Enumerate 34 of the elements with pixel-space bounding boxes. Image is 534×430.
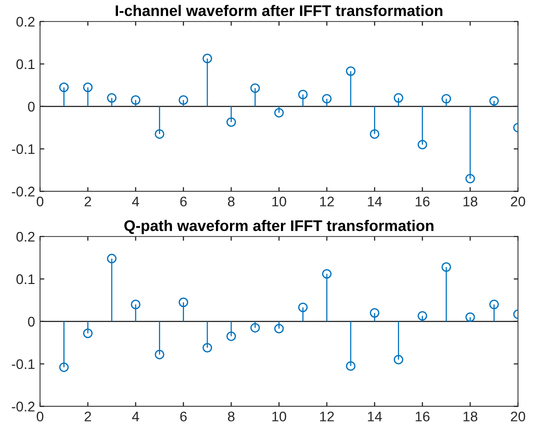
x-tick-label: 10 [272,412,286,422]
y-tick-label: 0 [28,316,35,327]
x-tick-label: 0 [36,412,44,422]
x-tick-label: 8 [228,412,234,422]
y-tick-label: -0.1 [12,359,35,370]
x-tick-label: 0 [36,196,44,206]
x-tick-label: 14 [368,412,382,422]
y-tick-label: -0.1 [12,144,35,154]
y-tick-label: 0 [28,102,35,112]
x-tick-label: 16 [416,412,430,422]
x-tick-label: 18 [464,196,478,206]
x-tick-label: 10 [272,196,286,206]
x-tick-label: 20 [510,412,526,422]
x-tick-label: 4 [132,412,140,422]
x-tick-label: 20 [510,196,526,206]
x-tick-label: 6 [180,412,187,422]
y-tick-label: -0.2 [12,186,34,197]
x-tick-label: 12 [320,196,334,206]
x-tick-label: 18 [464,412,478,422]
x-tick-label: 8 [228,196,234,206]
y-tick-label: 0.1 [16,274,35,284]
y-tick-label: 0.1 [16,59,35,70]
y-tick-label: 0.2 [16,232,34,242]
x-tick-label: 6 [180,196,187,206]
x-tick-label: 14 [368,196,382,206]
x-tick-label: 12 [320,412,334,422]
x-tick-label: 2 [84,412,92,422]
x-tick-label: 2 [84,196,92,206]
chart-title: Q-path waveform after IFFT transformation [124,220,434,234]
y-tick-label: -0.2 [12,402,34,412]
chart-title: I-channel waveform after IFFT transformation [116,4,442,16]
y-tick-label: 0.2 [16,16,34,27]
x-tick-label: 4 [132,196,140,206]
x-tick-label: 16 [416,196,430,206]
